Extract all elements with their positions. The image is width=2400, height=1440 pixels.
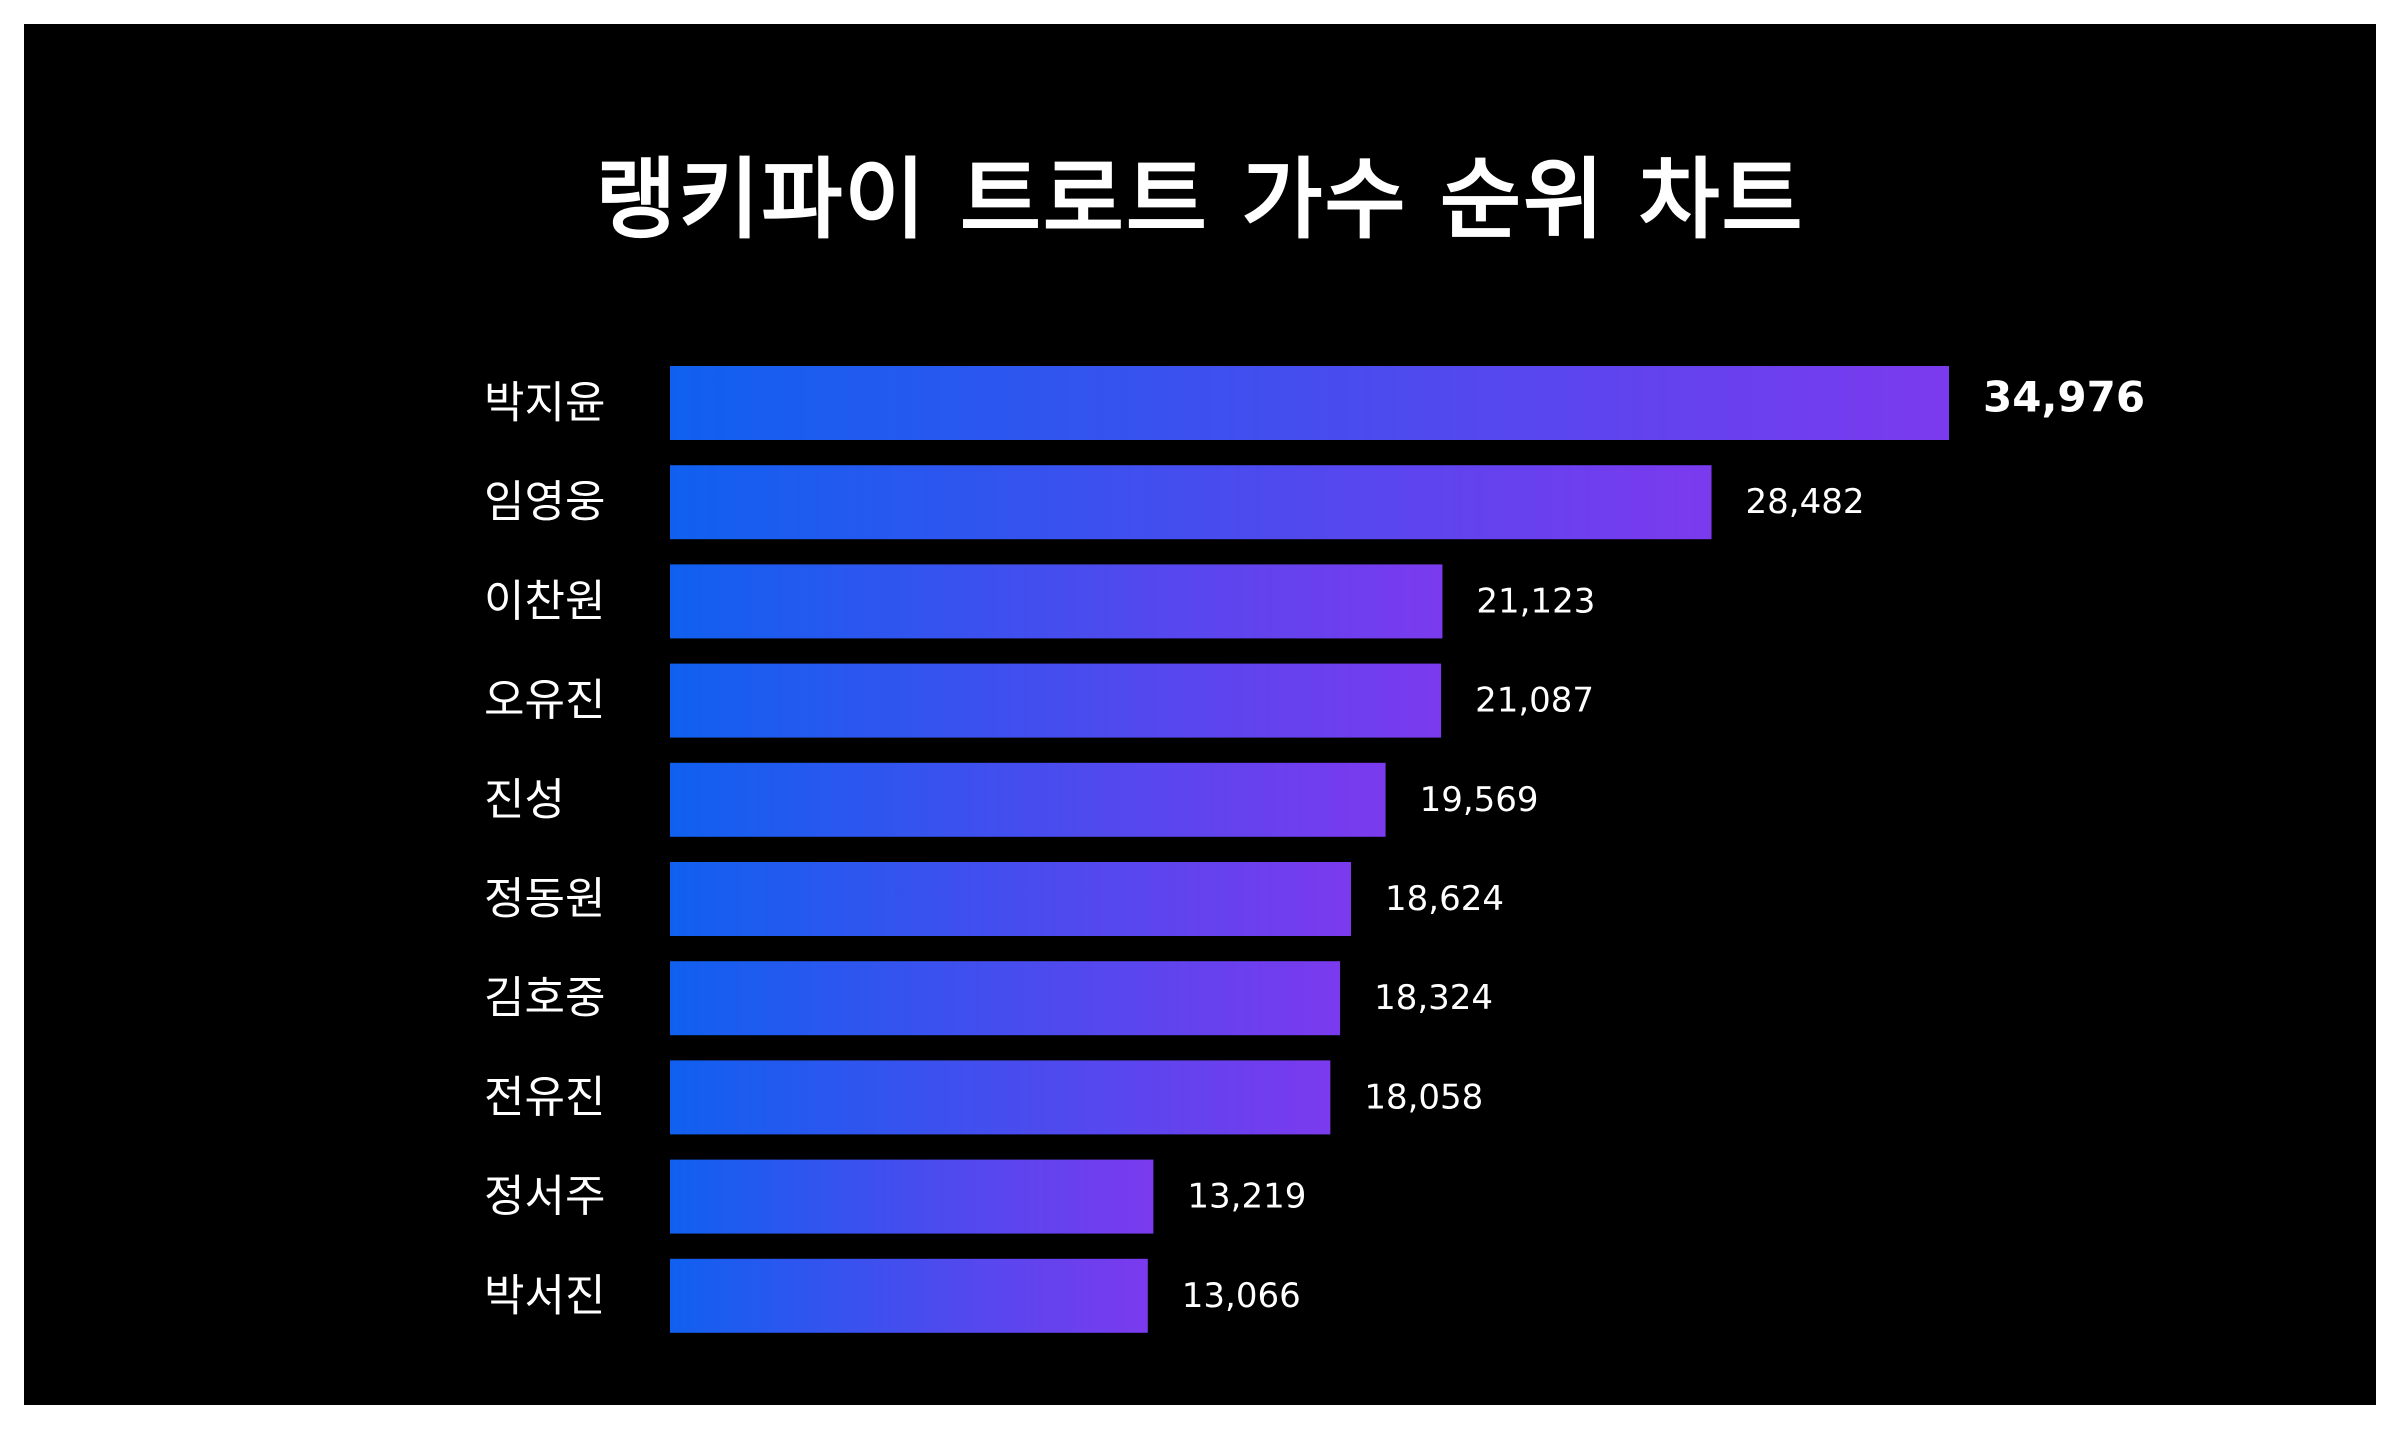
category-label-10: 박서진 (484, 1270, 605, 1321)
bar-8 (670, 1060, 1331, 1135)
value-label-1: 34,976 (1983, 373, 2145, 422)
value-label-5: 19,569 (1420, 780, 1539, 820)
bar-3 (670, 564, 1443, 639)
category-label-9: 정서주 (484, 1171, 605, 1222)
value-label-2: 28,482 (1746, 482, 1865, 522)
category-label-1: 박지윤 (484, 378, 605, 429)
bar-7 (670, 961, 1341, 1036)
bar-9 (670, 1159, 1154, 1234)
bars-group: 박지윤 34,976 임영웅 28,482 이찬원 21,123 오유진 21,087 진성 19… (484, 366, 2145, 1333)
category-label-2: 임영웅 (484, 477, 605, 528)
value-label-8: 18,058 (1364, 1077, 1483, 1117)
bar-5 (670, 762, 1386, 837)
value-label-9: 13,219 (1187, 1177, 1306, 1217)
value-label-6: 18,624 (1385, 879, 1504, 919)
value-label-7: 18,324 (1374, 978, 1493, 1018)
value-label-4: 21,087 (1475, 681, 1594, 721)
bar-10 (670, 1258, 1148, 1333)
category-label-5: 진성 (484, 774, 565, 825)
category-label-8: 전유진 (484, 1072, 605, 1123)
category-label-7: 김호중 (484, 973, 605, 1024)
category-label-3: 이찬원 (484, 576, 605, 627)
chart-title: 랭키파이 트로트 가수 순위 차트 (595, 148, 1805, 251)
value-label-10: 13,066 (1182, 1276, 1301, 1316)
bar-1 (670, 366, 1949, 440)
bar-2 (670, 465, 1712, 540)
category-label-6: 정동원 (484, 874, 605, 925)
category-label-4: 오유진 (484, 675, 605, 726)
value-label-3: 21,123 (1476, 581, 1595, 621)
bar-6 (670, 862, 1352, 936)
bar-4 (670, 663, 1442, 738)
